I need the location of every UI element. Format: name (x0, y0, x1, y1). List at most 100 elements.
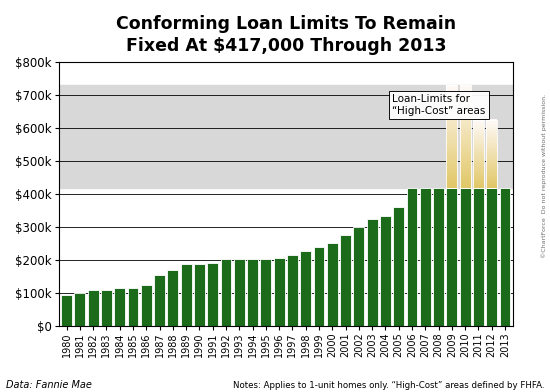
Bar (473, 136, 484, 138)
Bar (460, 104, 471, 106)
Text: Loan-Limits for
“High-Cost” areas: Loan-Limits for “High-Cost” areas (392, 94, 486, 116)
Bar (447, 138, 458, 140)
Bar (473, 148, 484, 149)
Bar (447, 124, 458, 127)
Bar (460, 124, 471, 127)
Bar (473, 160, 484, 161)
Bar (486, 172, 497, 174)
Bar (460, 95, 471, 98)
Bar (460, 186, 471, 189)
Bar (473, 143, 484, 145)
Text: Notes: Applies to 1-unit homes only. “High-Cost” areas defined by FHFA.: Notes: Applies to 1-unit homes only. “Hi… (233, 381, 544, 390)
Bar (486, 165, 497, 167)
Bar (447, 167, 458, 169)
Bar (486, 141, 497, 143)
Bar (473, 136, 484, 137)
Bar (460, 165, 471, 168)
Bar (473, 147, 484, 148)
Bar (473, 163, 484, 164)
Bar (473, 180, 484, 181)
Bar (447, 92, 458, 94)
Bar (486, 129, 497, 130)
Bar (447, 133, 458, 135)
Bar (460, 176, 471, 178)
Bar (460, 119, 471, 122)
Bar (460, 85, 471, 87)
Bar (447, 135, 458, 137)
Bar (141, 285, 152, 326)
Bar (486, 169, 497, 170)
Bar (473, 156, 484, 158)
Bar (473, 183, 484, 185)
Bar (447, 150, 458, 152)
Bar (447, 186, 458, 189)
Bar (460, 143, 471, 145)
Bar (447, 149, 458, 151)
Bar (460, 121, 471, 123)
Bar (460, 162, 471, 164)
Bar (473, 134, 484, 136)
Bar (473, 189, 484, 326)
Bar (460, 178, 471, 180)
Bar (460, 160, 471, 163)
Bar (447, 128, 458, 130)
Bar (473, 141, 484, 143)
Bar (486, 161, 497, 162)
Bar (447, 99, 458, 101)
Bar (486, 164, 497, 165)
Bar (181, 264, 191, 326)
Bar (486, 130, 497, 131)
Bar (473, 158, 484, 160)
Bar (460, 90, 471, 92)
Bar (447, 178, 458, 180)
Bar (460, 142, 471, 144)
Bar (447, 152, 458, 154)
Bar (473, 157, 484, 159)
Bar (486, 167, 497, 169)
Bar (447, 155, 458, 158)
Bar (486, 140, 497, 142)
Bar (74, 293, 85, 326)
Bar (473, 187, 484, 189)
Bar (447, 123, 458, 125)
Bar (486, 154, 497, 155)
Bar (447, 102, 458, 104)
Bar (460, 157, 471, 159)
Bar (473, 131, 484, 132)
Bar (447, 147, 458, 149)
Bar (460, 111, 471, 113)
Bar (447, 129, 458, 132)
Bar (460, 100, 471, 103)
Bar (460, 152, 471, 154)
Bar (460, 87, 471, 89)
Bar (447, 104, 458, 106)
Bar (447, 162, 458, 164)
Bar (447, 111, 458, 113)
Bar (473, 133, 484, 134)
Bar (473, 174, 484, 176)
Bar (460, 133, 471, 135)
Bar (447, 105, 458, 108)
Bar (460, 136, 471, 139)
Bar (486, 166, 497, 168)
Bar (486, 182, 497, 184)
Bar (460, 123, 471, 125)
Bar (460, 85, 471, 189)
Bar (486, 132, 497, 134)
Bar (447, 131, 458, 134)
Bar (447, 179, 458, 181)
Bar (473, 146, 484, 147)
Bar (473, 164, 484, 165)
Bar (486, 150, 497, 152)
Bar (486, 123, 497, 124)
Bar (473, 150, 484, 152)
Bar (486, 120, 497, 189)
Bar (473, 152, 484, 154)
Bar (473, 129, 484, 130)
Bar (473, 176, 484, 177)
Bar (486, 120, 497, 121)
Bar (460, 88, 471, 91)
Bar (486, 181, 497, 183)
Bar (486, 146, 497, 147)
Bar (460, 128, 471, 130)
